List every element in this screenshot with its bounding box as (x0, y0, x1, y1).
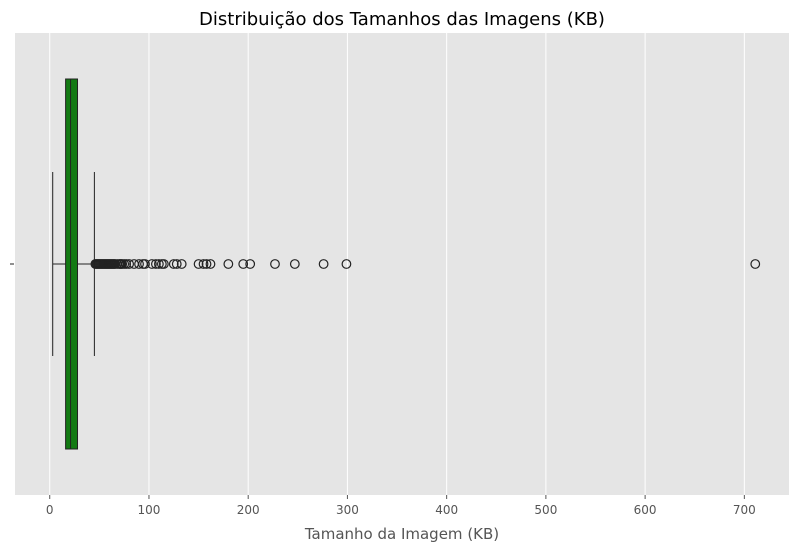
outlier-point (245, 259, 256, 269)
x-tick-label: 100 (138, 503, 161, 517)
x-tick-label: 0 (46, 503, 54, 517)
x-tick-label: 600 (634, 503, 657, 517)
outlier-point (201, 259, 212, 269)
box-plot (52, 78, 95, 450)
outlier-point (318, 259, 329, 269)
outlier-point (205, 259, 216, 269)
grid-lines (49, 33, 745, 495)
outlier-point (151, 259, 161, 269)
outlier-point (198, 259, 209, 269)
outlier-points (90, 259, 761, 269)
x-axis-label: Tamanho da Imagem (KB) (304, 525, 499, 543)
outlier-point (171, 259, 182, 269)
outlier-point (193, 259, 204, 269)
outlier-point (121, 259, 132, 269)
x-tick-label: 300 (336, 503, 359, 517)
outlier-point (238, 259, 249, 269)
outlier-point (289, 259, 300, 269)
outlier-point (223, 259, 234, 269)
outlier-point (147, 259, 157, 269)
x-tick-label: 700 (733, 503, 756, 517)
outlier-point (168, 259, 179, 269)
outlier-point (270, 259, 280, 269)
chart-title: Distribuição dos Tamanhos das Imagens (K… (199, 9, 605, 30)
outlier-point (153, 259, 164, 269)
x-axis-ticks: 0 100 200 300 400 500 600 700 (46, 495, 756, 517)
outlier-point (140, 259, 150, 269)
x-tick-label: 400 (435, 503, 458, 517)
outlier-point (750, 259, 761, 269)
outlier-point (176, 259, 187, 269)
iqr-box (65, 78, 79, 450)
outlier-point (158, 259, 169, 269)
x-tick-label: 200 (237, 503, 260, 517)
outlier-point (341, 259, 352, 269)
x-tick-label: 500 (534, 503, 557, 517)
plot-area-background (15, 33, 789, 495)
outlier-point (134, 259, 144, 269)
outlier-point (124, 259, 135, 269)
